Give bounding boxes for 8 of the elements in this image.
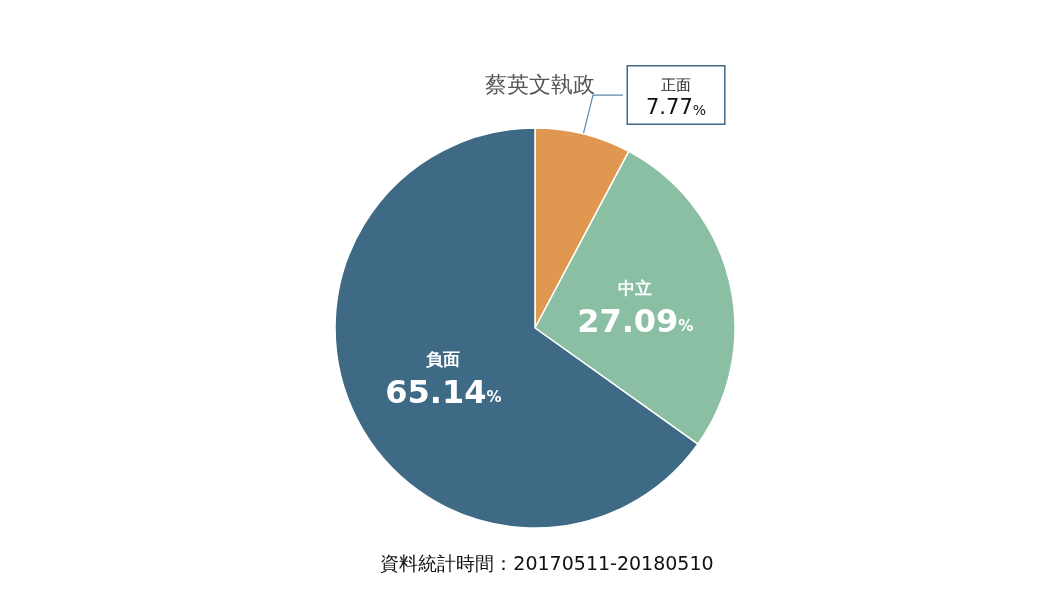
data-label: 7.77% xyxy=(646,95,707,120)
data-label: 27.09% xyxy=(577,302,694,341)
data-label: 65.14% xyxy=(385,373,502,412)
chart-title: 蔡英文執政 xyxy=(485,71,595,97)
slice-label: 正面 xyxy=(661,75,692,94)
slice-label: 中立 xyxy=(618,278,653,299)
text: 資料統計時間：20170511-20180510 xyxy=(380,551,714,574)
slice-label: 負面 xyxy=(426,349,461,370)
